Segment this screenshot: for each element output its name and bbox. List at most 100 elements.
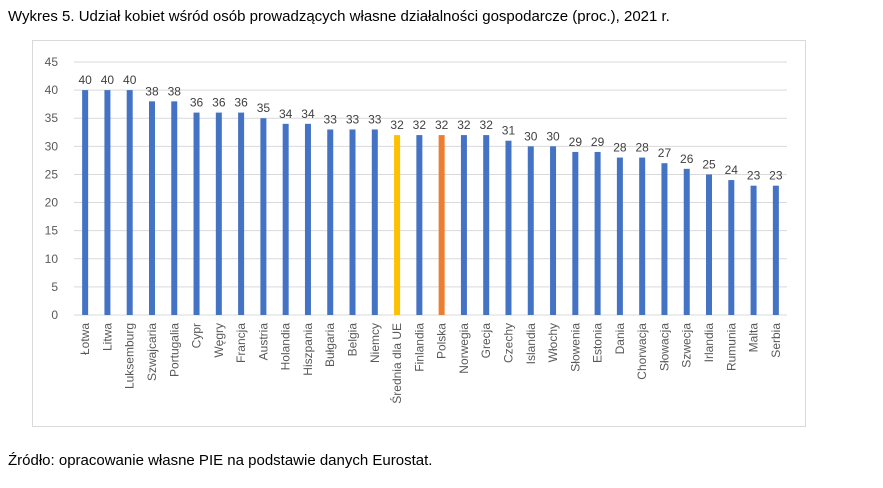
bar bbox=[772, 185, 779, 315]
data-label: 28 bbox=[613, 141, 627, 155]
y-tick-label: 10 bbox=[45, 252, 59, 266]
x-tick-label: Litwa bbox=[100, 323, 114, 351]
bar bbox=[616, 157, 623, 315]
x-tick-label: Hiszpania bbox=[301, 323, 315, 376]
bar bbox=[193, 112, 200, 315]
data-label: 25 bbox=[702, 157, 716, 171]
x-tick-label: Dania bbox=[613, 323, 627, 355]
data-label: 33 bbox=[346, 112, 360, 126]
data-label: 38 bbox=[168, 84, 182, 98]
data-label: 33 bbox=[324, 112, 338, 126]
bar bbox=[572, 151, 579, 315]
data-label: 40 bbox=[123, 73, 137, 87]
data-label: 36 bbox=[190, 96, 204, 110]
x-tick-label: Chorwacja bbox=[635, 323, 649, 380]
x-tick-label: Malta bbox=[747, 323, 761, 353]
x-tick-label: Irlandia bbox=[702, 323, 716, 363]
x-tick-label: Estonia bbox=[591, 323, 605, 363]
bar bbox=[527, 146, 534, 315]
data-label: 26 bbox=[680, 152, 694, 166]
bar bbox=[750, 185, 757, 315]
data-label: 40 bbox=[101, 73, 115, 87]
x-tick-label: Niemcy bbox=[368, 323, 382, 363]
x-tick-label: Szwecja bbox=[680, 323, 694, 368]
x-tick-label: Belgia bbox=[346, 323, 360, 357]
y-tick-label: 20 bbox=[45, 196, 59, 210]
bar bbox=[82, 90, 89, 315]
data-label: 24 bbox=[725, 163, 739, 177]
bar bbox=[282, 123, 289, 315]
x-tick-label: Francja bbox=[234, 323, 248, 363]
bar bbox=[728, 180, 735, 315]
chart-frame bbox=[32, 40, 806, 427]
source-note: Źródło: opracowanie własne PIE na podsta… bbox=[8, 452, 433, 469]
bar bbox=[349, 129, 356, 315]
data-label: 23 bbox=[769, 169, 783, 183]
bar bbox=[371, 129, 378, 315]
bar bbox=[171, 101, 178, 315]
x-tick-label: Grecja bbox=[479, 323, 493, 359]
data-label: 30 bbox=[546, 129, 560, 143]
data-label: 38 bbox=[145, 84, 159, 98]
y-tick-label: 0 bbox=[51, 308, 58, 322]
data-label: 36 bbox=[234, 96, 248, 110]
x-tick-label: Serbia bbox=[769, 323, 783, 358]
x-tick-label: Węgry bbox=[212, 323, 226, 358]
x-tick-label: Luksemburg bbox=[123, 323, 137, 389]
x-tick-label: Szwajcaria bbox=[145, 323, 159, 381]
bar bbox=[215, 112, 222, 315]
bar bbox=[460, 135, 467, 315]
x-tick-label: Średnia dla UE bbox=[389, 323, 404, 404]
x-tick-label: Rumunia bbox=[724, 323, 738, 371]
bar bbox=[416, 135, 423, 315]
data-label: 29 bbox=[569, 135, 583, 149]
x-tick-label: Łotwa bbox=[78, 323, 92, 355]
x-tick-label: Włochy bbox=[546, 323, 560, 362]
bar bbox=[483, 135, 490, 315]
x-tick-label: Islandia bbox=[524, 323, 538, 365]
data-label: 23 bbox=[747, 169, 761, 183]
x-tick-label: Finlandia bbox=[412, 323, 426, 372]
data-label: 28 bbox=[635, 141, 649, 155]
bar bbox=[594, 151, 601, 315]
data-label: 34 bbox=[301, 107, 315, 121]
x-tick-label: Słowacja bbox=[657, 323, 671, 371]
data-label: 33 bbox=[368, 112, 382, 126]
data-label: 34 bbox=[279, 107, 293, 121]
x-tick-label: Austria bbox=[256, 323, 270, 361]
data-label: 32 bbox=[413, 118, 427, 132]
bar bbox=[394, 135, 401, 315]
bar bbox=[104, 90, 111, 315]
x-tick-label: Portugalia bbox=[167, 323, 181, 377]
x-tick-label: Norwegia bbox=[457, 323, 471, 374]
bar bbox=[260, 118, 267, 315]
y-tick-label: 30 bbox=[45, 139, 59, 153]
x-tick-label: Czechy bbox=[501, 323, 515, 363]
y-tick-label: 15 bbox=[45, 224, 59, 238]
bar bbox=[706, 174, 713, 315]
data-label: 36 bbox=[212, 96, 226, 110]
data-label: 32 bbox=[435, 118, 449, 132]
y-tick-label: 25 bbox=[45, 167, 59, 181]
bar bbox=[238, 112, 245, 315]
bar bbox=[126, 90, 133, 315]
bar bbox=[148, 101, 155, 315]
x-tick-label: Holandia bbox=[279, 323, 293, 371]
data-label: 32 bbox=[457, 118, 471, 132]
data-label: 30 bbox=[524, 129, 538, 143]
bar bbox=[505, 140, 512, 315]
chart-title: Wykres 5. Udział kobiet wśród osób prowa… bbox=[8, 8, 670, 25]
bar bbox=[304, 123, 311, 315]
bar bbox=[550, 146, 557, 315]
y-tick-label: 5 bbox=[51, 280, 58, 294]
bar bbox=[683, 168, 690, 315]
data-label: 29 bbox=[591, 135, 605, 149]
bar bbox=[438, 135, 445, 315]
bar bbox=[327, 129, 334, 315]
x-tick-label: Cypr bbox=[190, 323, 204, 348]
bar bbox=[661, 163, 668, 315]
data-label: 32 bbox=[480, 118, 494, 132]
data-label: 35 bbox=[257, 101, 271, 115]
y-tick-label: 35 bbox=[45, 111, 59, 125]
data-label: 40 bbox=[78, 73, 92, 87]
